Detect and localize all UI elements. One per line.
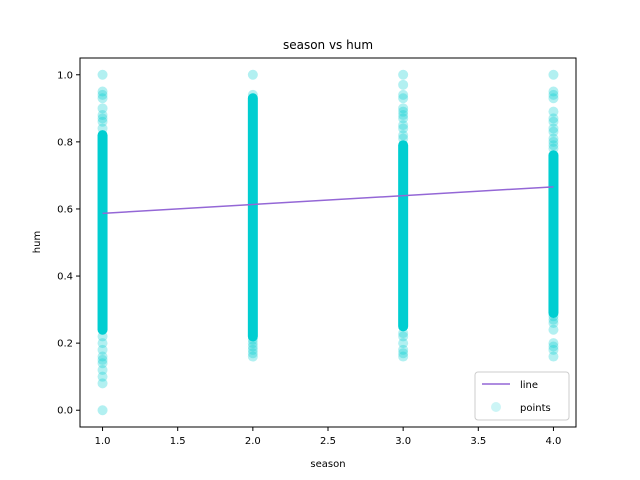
y-axis: 0.0 0.2 0.4 0.6 0.8 1.0 <box>57 70 80 417</box>
scatter-point <box>97 116 108 127</box>
legend-points-swatch <box>491 402 501 412</box>
y-tick-label: 0.6 <box>57 204 73 215</box>
scatter-point <box>97 113 108 124</box>
scatter-point <box>398 103 409 114</box>
scatter-point-cluster <box>97 130 108 335</box>
legend-line-label: line <box>520 380 538 391</box>
x-tick-label: 3.0 <box>395 436 411 447</box>
scatter-point <box>548 351 559 362</box>
scatter-point <box>247 344 258 355</box>
scatter-point <box>398 328 409 339</box>
x-tick-label: 2.5 <box>320 436 336 447</box>
scatter-point <box>548 116 559 127</box>
x-tick-label: 2.0 <box>245 436 261 447</box>
x-tick-label: 1.0 <box>95 436 111 447</box>
scatter-point <box>398 79 409 90</box>
scatter-point <box>247 341 258 352</box>
x-tick-label: 4.0 <box>546 436 562 447</box>
scatter-point <box>247 334 258 345</box>
scatter-point-cluster <box>247 93 258 342</box>
scatter-point <box>548 113 559 124</box>
scatter-point <box>548 133 559 144</box>
scatter-point <box>548 344 559 355</box>
scatter-point <box>548 93 559 104</box>
scatter-point <box>398 344 409 355</box>
scatter-point <box>548 123 559 134</box>
y-tick-label: 0.8 <box>57 137 73 148</box>
scatter-point <box>548 311 559 322</box>
scatter-point <box>97 69 108 80</box>
x-tick-label: 1.5 <box>170 436 186 447</box>
scatter-point <box>398 110 409 121</box>
scatter-point <box>97 110 108 121</box>
y-tick-label: 0.4 <box>57 272 73 283</box>
scatter-point <box>97 354 108 365</box>
trend-line <box>102 186 554 215</box>
scatter-point <box>548 318 559 329</box>
scatter-point <box>247 338 258 349</box>
legend-points-label: points <box>520 403 551 414</box>
scatter-point <box>548 106 559 117</box>
scatter-point <box>548 89 559 100</box>
scatter-point <box>398 120 409 131</box>
scatter-point <box>548 314 559 325</box>
scatter-point <box>548 341 559 352</box>
scatter-point <box>97 358 108 369</box>
scatter-point <box>398 93 409 104</box>
scatter-point <box>548 324 559 335</box>
scatter-point-cluster <box>398 140 409 332</box>
scatter-point <box>398 351 409 362</box>
scatter-point <box>398 113 409 124</box>
x-tick-label: 3.5 <box>470 436 486 447</box>
scatter-point <box>247 348 258 359</box>
scatter-point <box>398 331 409 342</box>
scatter-point <box>97 364 108 375</box>
y-tick-label: 1.0 <box>57 70 73 81</box>
scatter-point <box>548 140 559 151</box>
scatter-point <box>97 331 108 342</box>
scatter-point <box>398 338 409 349</box>
scatter-point-cluster <box>548 150 559 318</box>
scatter-point <box>97 344 108 355</box>
scatter-point <box>398 123 409 134</box>
scatter-point <box>97 89 108 100</box>
scatter-point <box>247 69 258 80</box>
scatter-point <box>398 130 409 141</box>
scatter-point <box>97 103 108 114</box>
y-axis-label: hum <box>32 231 43 253</box>
scatter-point <box>97 371 108 382</box>
x-axis-label: season <box>310 459 345 470</box>
scatter-point <box>548 136 559 147</box>
chart-title: season vs hum <box>283 38 373 52</box>
scatter-point <box>548 86 559 97</box>
scatter-point <box>97 378 108 389</box>
scatter-point <box>97 123 108 134</box>
x-axis: 1.0 1.5 2.0 2.5 3.0 3.5 4.0 <box>95 427 562 447</box>
y-tick-label: 0.0 <box>57 406 73 417</box>
scatter-point <box>548 338 559 349</box>
scatter-point <box>398 89 409 100</box>
scatter-point <box>398 106 409 117</box>
line-layer <box>102 186 554 215</box>
scatter-point <box>247 89 258 100</box>
scatter-point <box>97 93 108 104</box>
scatter-point <box>398 348 409 359</box>
scatter-point <box>548 143 559 154</box>
scatter-point <box>247 351 258 362</box>
legend: line points <box>474 371 570 421</box>
scatter-point <box>398 69 409 80</box>
scatter-point <box>97 338 108 349</box>
scatter-point <box>97 351 108 362</box>
points-layer <box>97 69 559 416</box>
scatter-point <box>548 126 559 137</box>
scatter-point <box>97 86 108 97</box>
scatter-point <box>398 133 409 144</box>
scatter-point <box>548 69 559 80</box>
scatter-point <box>97 405 108 416</box>
y-tick-label: 0.2 <box>57 339 73 350</box>
